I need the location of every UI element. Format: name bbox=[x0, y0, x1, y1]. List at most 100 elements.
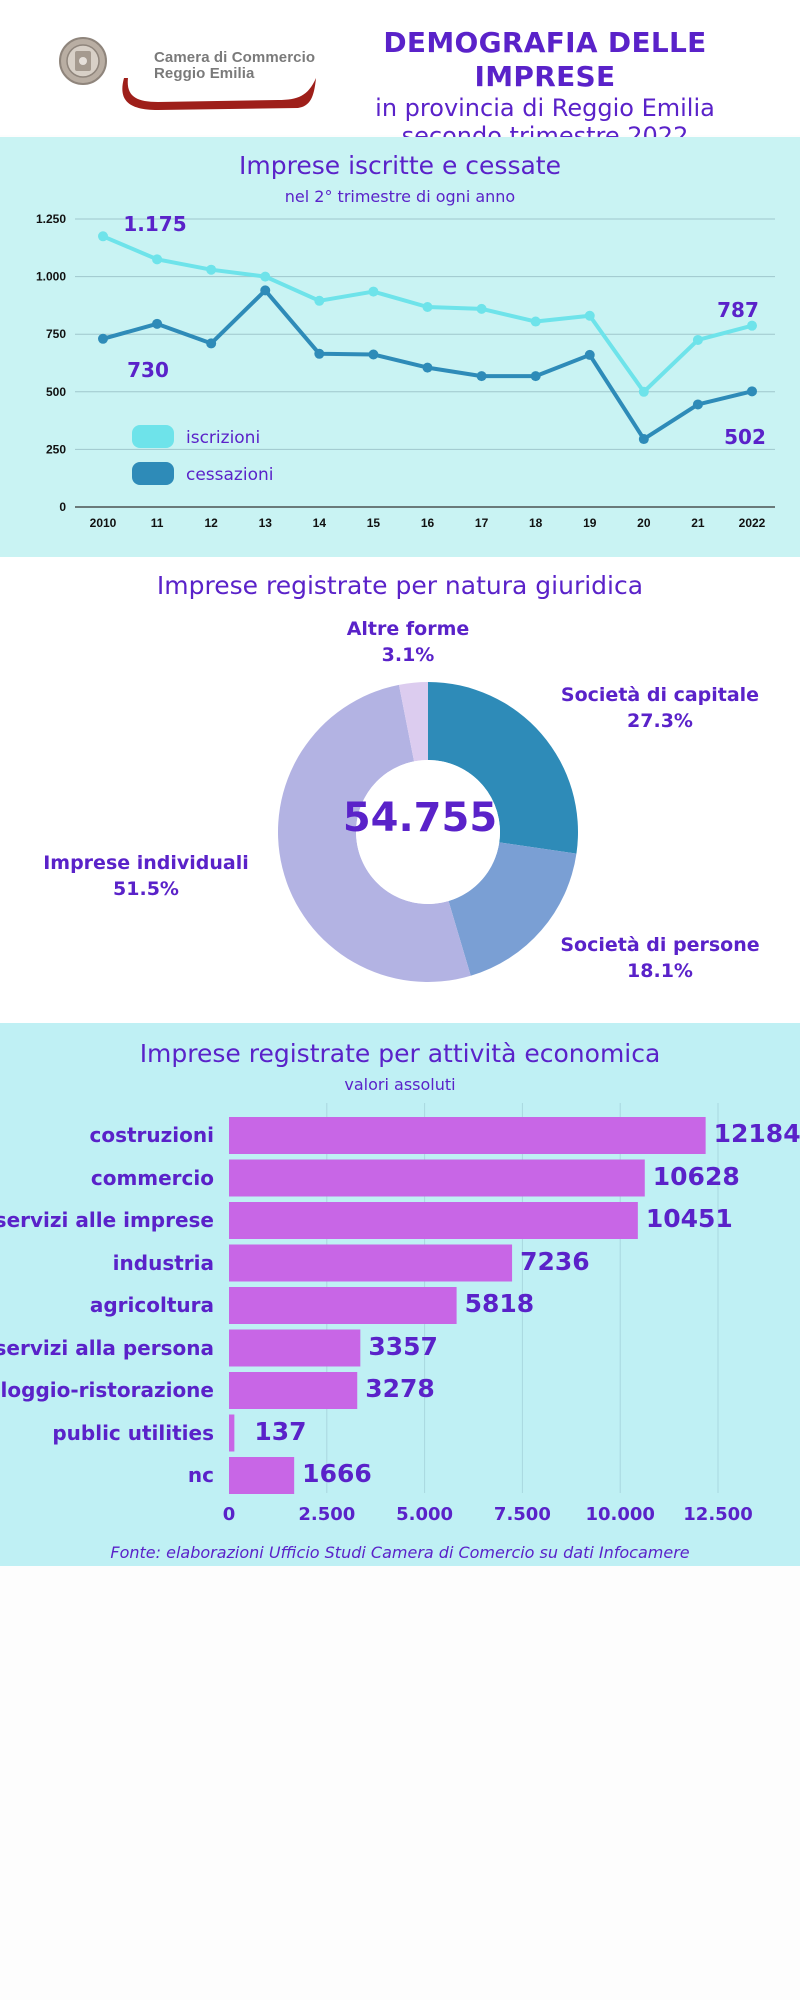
point-cessazioni bbox=[747, 386, 757, 397]
x-tick-label: 14 bbox=[313, 516, 327, 530]
bar-chart-title: Imprese registrate per attività economic… bbox=[139, 1039, 661, 1068]
page-title: DEMOGRAFIA DELLE IMPRESE bbox=[383, 26, 707, 93]
point-iscrizioni bbox=[206, 264, 217, 275]
point-iscrizioni bbox=[368, 286, 379, 297]
value-label: 3278 bbox=[365, 1374, 435, 1403]
bar-agricoltura bbox=[229, 1287, 457, 1324]
value-label: 10451 bbox=[645, 1204, 733, 1233]
value-label: 10628 bbox=[652, 1161, 740, 1191]
point-iscrizioni bbox=[638, 386, 649, 397]
value-label: 137 bbox=[254, 1416, 307, 1446]
y-tick-label: 0 bbox=[59, 500, 66, 514]
donut-center-total: 54.755 bbox=[342, 795, 498, 841]
point-cessazioni bbox=[314, 348, 325, 359]
category-label: costruzioni bbox=[89, 1123, 215, 1147]
y-tick-label: 500 bbox=[46, 385, 66, 399]
category-label: servizi alla persona bbox=[0, 1335, 214, 1360]
point-cessazioni bbox=[584, 349, 595, 360]
point-cessazioni bbox=[476, 371, 487, 382]
slice-pct-altre-forme: 3.1% bbox=[381, 644, 435, 666]
chamber-name-line1: Camera di Commercio bbox=[154, 49, 316, 66]
bar-chart-section: Imprese registrate per attività economic… bbox=[0, 1023, 800, 1566]
point-iscrizioni bbox=[260, 271, 271, 282]
x-tick-label: 21 bbox=[691, 516, 705, 530]
point-iscrizioni bbox=[584, 310, 595, 321]
x-tick-label: 12.500 bbox=[683, 1504, 753, 1525]
legend-swatch-iscrizioni bbox=[132, 425, 174, 448]
slice-label-persone: Società di persone 18.1% bbox=[560, 932, 760, 984]
category-label: nc bbox=[187, 1463, 214, 1487]
slice-name-capitale: Società di capitale bbox=[560, 684, 760, 706]
legend-label-cessazioni: cessazioni bbox=[186, 465, 273, 485]
donut-slice bbox=[448, 842, 577, 976]
point-cessazioni bbox=[530, 371, 541, 382]
point-iscrizioni bbox=[98, 231, 108, 242]
bar-chart-subtitle: valori assoluti bbox=[344, 1075, 456, 1094]
x-tick-label: 5.000 bbox=[396, 1504, 454, 1525]
point-cessazioni bbox=[98, 333, 108, 344]
donut-chart bbox=[277, 682, 578, 983]
y-tick-label: 1.000 bbox=[36, 270, 66, 284]
slice-name-individuali: Imprese individuali bbox=[43, 852, 249, 874]
x-tick-label: 19 bbox=[583, 516, 597, 530]
x-tick-label: 18 bbox=[529, 516, 543, 530]
bar-chart bbox=[229, 1103, 719, 1494]
page-subtitle-1: in provincia di Reggio Emilia bbox=[375, 94, 715, 122]
bar-industria bbox=[229, 1244, 513, 1282]
category-label: commercio bbox=[90, 1165, 214, 1190]
line-chart-title: Imprese iscritte e cessate bbox=[239, 151, 561, 180]
point-cessazioni bbox=[368, 349, 379, 360]
legend-swatch-cessazioni bbox=[132, 462, 174, 485]
point-cessazioni bbox=[152, 318, 163, 329]
x-tick-label: 12 bbox=[204, 516, 218, 530]
value-label: 1666 bbox=[302, 1459, 372, 1488]
bar-public-utilities bbox=[229, 1414, 235, 1452]
y-tick-label: 750 bbox=[46, 327, 66, 341]
bar-nc bbox=[229, 1457, 295, 1494]
x-tick-label: 13 bbox=[259, 516, 273, 530]
bar-servizi-alle-imprese bbox=[229, 1202, 638, 1239]
line-chart-subtitle: nel 2° trimestre di ogni anno bbox=[284, 187, 516, 206]
x-tick-label: 16 bbox=[421, 516, 435, 530]
x-tick-label: 2.500 bbox=[298, 1504, 356, 1525]
x-tick-label: 17 bbox=[475, 516, 489, 530]
donut-chart-title: Imprese registrate per natura giuridica bbox=[156, 571, 644, 600]
chamber-logo-text: Camera di Commercio Reggio Emilia bbox=[154, 50, 324, 82]
value-annotation: 730 bbox=[127, 358, 169, 382]
category-label: agricoltura bbox=[89, 1293, 214, 1317]
chamber-name-line2: Reggio Emilia bbox=[154, 65, 255, 82]
bar-alloggio-ristorazione bbox=[229, 1372, 358, 1409]
slice-pct-persone: 18.1% bbox=[627, 960, 693, 982]
point-iscrizioni bbox=[314, 295, 325, 306]
legend-label-iscrizioni: iscrizioni bbox=[186, 428, 260, 448]
x-tick-label: 20 bbox=[637, 516, 651, 530]
x-tick-label: 2010 bbox=[90, 516, 117, 530]
category-label: industria bbox=[112, 1250, 214, 1275]
point-iscrizioni bbox=[747, 320, 757, 331]
slice-pct-individuali: 51.5% bbox=[113, 878, 179, 900]
value-label: 12184 bbox=[713, 1119, 800, 1148]
point-cessazioni bbox=[260, 285, 271, 296]
value-label: 3357 bbox=[368, 1331, 438, 1361]
donut-slice bbox=[398, 682, 428, 762]
point-iscrizioni bbox=[422, 302, 433, 313]
slice-label-capitale: Società di capitale 27.3% bbox=[560, 682, 760, 734]
x-tick-label: 15 bbox=[367, 516, 381, 530]
chamber-swoosh-logo bbox=[122, 78, 316, 110]
category-label: alloggio-ristorazione bbox=[0, 1378, 214, 1402]
x-tick-label: 2022 bbox=[739, 516, 766, 530]
y-tick-label: 1.250 bbox=[36, 212, 66, 226]
line-chart-section: Imprese iscritte e cessate nel 2° trimes… bbox=[0, 137, 800, 557]
value-label: 5818 bbox=[464, 1289, 535, 1318]
point-iscrizioni bbox=[152, 254, 163, 265]
line-chart: 0 250 500 750 1.000 1.250 2010 11 12 13 14 15 16 17 18… bbox=[36, 212, 775, 530]
value-annotation: 1.175 bbox=[123, 212, 186, 236]
x-tick-label: 11 bbox=[151, 516, 164, 530]
value-annotation: 502 bbox=[724, 425, 766, 449]
x-tick-label: 7.500 bbox=[493, 1504, 551, 1525]
point-iscrizioni bbox=[530, 316, 541, 327]
point-iscrizioni bbox=[692, 334, 703, 345]
title-block: DEMOGRAFIA DELLE IMPRESE in provincia di… bbox=[320, 26, 770, 150]
point-cessazioni bbox=[206, 338, 217, 349]
slice-label-individuali: Imprese individuali 51.5% bbox=[36, 850, 256, 902]
